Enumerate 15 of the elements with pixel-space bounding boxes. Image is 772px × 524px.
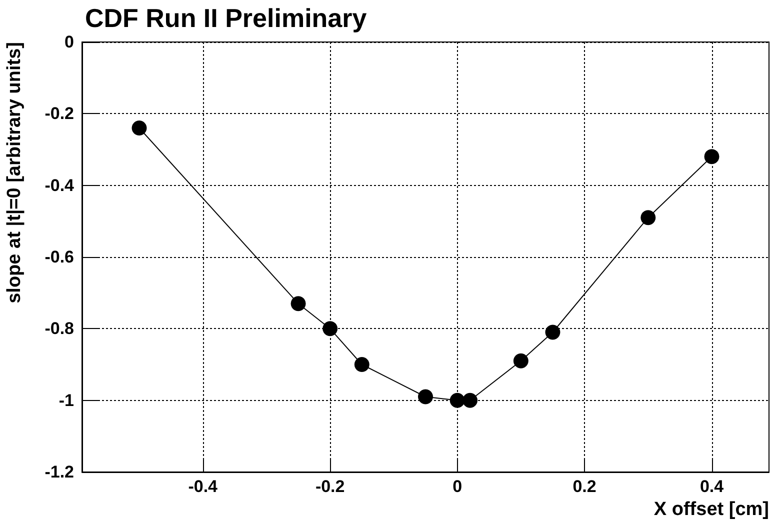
y-tick-label: -1 xyxy=(58,390,74,410)
chart-title: CDF Run II Preliminary xyxy=(85,3,368,33)
y-tick-label: 0 xyxy=(64,32,74,52)
y-tick-label: -1.2 xyxy=(44,462,74,482)
x-tick-label: 0 xyxy=(452,477,462,496)
x-axis-title: X offset [cm] xyxy=(654,499,769,520)
y-tick-label: -0.2 xyxy=(44,104,74,124)
x-tick-label: -0.2 xyxy=(315,477,345,496)
y-tick-label: -0.4 xyxy=(44,176,75,195)
y-tick-label: -0.6 xyxy=(44,248,74,266)
x-tick-label: 0.2 xyxy=(572,477,596,496)
y-axis-title: slope at |t|=0 [arbitrary units] xyxy=(4,42,25,304)
x-tick-label: 0.4 xyxy=(700,477,724,496)
y-tick-label: -0.8 xyxy=(44,319,74,338)
x-tick-label: -0.4 xyxy=(188,477,218,496)
